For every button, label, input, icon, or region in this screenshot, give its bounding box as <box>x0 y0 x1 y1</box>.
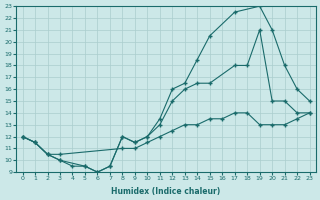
X-axis label: Humidex (Indice chaleur): Humidex (Indice chaleur) <box>111 187 221 196</box>
